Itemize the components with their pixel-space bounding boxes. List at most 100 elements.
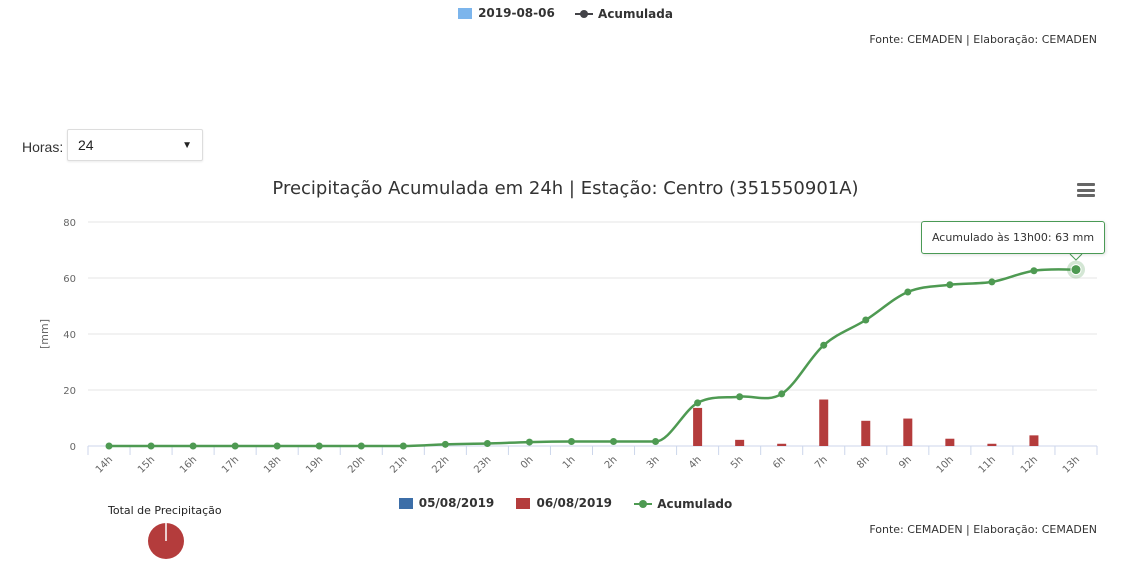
acumulado-point (946, 281, 954, 289)
acumulado-point (357, 442, 365, 450)
legend-item-05-08-2019[interactable]: 05/08/2019 (398, 496, 495, 510)
x-tick-label: 13h (1061, 454, 1082, 475)
bar (861, 420, 871, 446)
x-tick-label: 7h (813, 454, 830, 471)
legend-label-0508: 05/08/2019 (418, 496, 495, 510)
source-credit-bottom: Fonte: CEMADEN | Elaboração: CEMADEN (869, 523, 1097, 536)
bar (903, 418, 913, 446)
acumulado-line (109, 268, 1076, 448)
legend-label-0608: 06/08/2019 (536, 496, 613, 510)
bar (945, 438, 955, 446)
menu-bar (1077, 188, 1095, 192)
x-tick-label: 0h (519, 454, 536, 471)
legend-item-06-08-2019[interactable]: 06/08/2019 (516, 496, 612, 510)
horas-select-value: 24 (78, 137, 94, 153)
y-tick-label: 20 (63, 386, 76, 397)
acumulado-point (652, 438, 660, 446)
top-legend-item-date[interactable]: 2019-08-06 (458, 6, 555, 20)
acumulado-point (483, 439, 491, 447)
acumulado-point (862, 316, 870, 324)
y-tick-label: 80 (63, 218, 76, 229)
x-tick-label: 4h (687, 454, 704, 471)
acumulado-point (399, 442, 407, 450)
x-tick-label: 8h (855, 454, 872, 471)
x-tick-label: 18h (262, 454, 283, 475)
acumulado-point (147, 442, 155, 450)
pie-title: Total de Precipitação (108, 504, 222, 517)
x-tick-label: 22h (430, 454, 451, 475)
horas-label: Horas: (22, 139, 64, 155)
acumulado-point (1030, 267, 1038, 275)
acumulado-point (189, 442, 197, 450)
top-legend: 2019-08-06 Acumulada (0, 6, 1131, 22)
tooltip: Acumulado às 13h00: 63 mm (921, 221, 1105, 254)
x-tick-label: 20h (346, 454, 367, 475)
bar (693, 407, 703, 446)
x-tick-label: 16h (178, 454, 199, 475)
x-tick-label: 11h (977, 454, 998, 475)
acumulado-point (778, 390, 786, 398)
acumulado-point (273, 442, 281, 450)
y-axis: 0 20 40 60 80 (63, 218, 76, 453)
legend-line-marker-acumulado (634, 499, 653, 509)
bar (777, 443, 787, 446)
x-tick-label: 12h (1019, 454, 1040, 475)
legend-swatch-0608 (516, 497, 531, 509)
acumulada-line-marker (575, 9, 594, 19)
x-axis: 14h 15h 16h 17h 18h 19h 20h 21h 22h 23h 0h 1h 2h 3h 4h… (87, 445, 1098, 476)
top-legend-item-acumulada[interactable]: Acumulada (575, 7, 673, 21)
x-tick-label: 3h (645, 454, 662, 471)
legend-item-acumulado[interactable]: Acumulado (634, 497, 732, 511)
acumulado-point (567, 438, 575, 446)
y-tick-label: 40 (63, 330, 76, 341)
y-tick-label: 0 (70, 442, 76, 453)
x-tick-label: 21h (388, 454, 409, 475)
menu-bar (1077, 183, 1095, 186)
x-tick-label: 2h (603, 454, 620, 471)
hamburger-menu-icon[interactable] (1077, 183, 1095, 197)
acumulado-point (736, 393, 744, 401)
bar-series (693, 399, 1039, 446)
x-tick-label: 17h (220, 454, 241, 475)
acumulado-point (525, 438, 533, 446)
acumulado-point (231, 442, 239, 450)
acumulado-point (441, 440, 449, 448)
chart-legend: 05/08/2019 06/08/2019 Acumulado (0, 496, 1131, 512)
total-precipitation-pie (148, 523, 184, 559)
x-tick-label: 1h (561, 454, 578, 471)
bar (987, 443, 997, 446)
x-tick-label: 10h (935, 454, 956, 475)
bar (1029, 435, 1039, 446)
acumulado-point (820, 341, 828, 349)
acumulado-point (105, 442, 113, 450)
line-series (105, 253, 1085, 450)
date-swatch (458, 7, 473, 19)
bar (819, 399, 829, 446)
top-legend-date-label: 2019-08-06 (478, 6, 555, 20)
acumulado-point (315, 442, 323, 450)
caret-down-icon: ▼ (182, 139, 192, 151)
x-tick-label: 15h (136, 454, 157, 475)
x-tick-label: 14h (94, 454, 115, 475)
y-axis-label: [mm] (38, 319, 51, 349)
acumulado-point (610, 438, 618, 446)
legend-swatch-0508 (398, 497, 413, 509)
x-tick-label: 5h (729, 454, 746, 471)
acumulado-point (988, 278, 996, 286)
acumulado-point (694, 399, 702, 407)
source-credit-top: Fonte: CEMADEN | Elaboração: CEMADEN (869, 33, 1097, 46)
chart-title: Precipitação Acumulada em 24h | Estação:… (272, 178, 859, 199)
acumulado-point (904, 288, 912, 296)
x-tick-label: 19h (304, 454, 325, 475)
horas-select[interactable]: 24 ▼ (67, 129, 203, 161)
legend-label-acumulado: Acumulado (657, 496, 733, 511)
bar (735, 439, 745, 446)
top-legend-acumulada-label: Acumulada (598, 6, 673, 21)
acumulado-point (1070, 264, 1082, 276)
menu-bar (1077, 194, 1095, 197)
y-tick-label: 60 (63, 274, 76, 285)
x-tick-label: 23h (472, 454, 493, 475)
x-tick-label: 9h (897, 454, 914, 471)
x-tick-label: 6h (771, 454, 788, 471)
